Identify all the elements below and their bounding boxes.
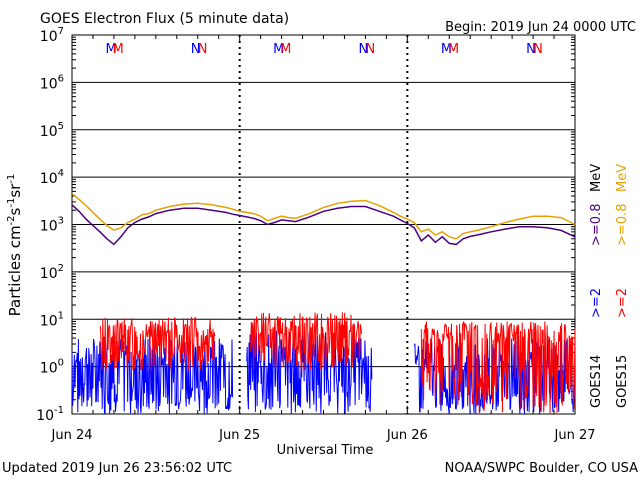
y-tick-labels: 107 106 105 104 103 102 101 100 10-1 [36,26,64,424]
day-marker: N [358,42,368,57]
day-marker: M [441,42,452,57]
day-marker: M [112,42,123,57]
series-line [71,204,576,246]
y-axis-label: Particles cm-2s-1sr-1 [6,174,24,317]
x-tick-labels: Jun 24 Jun 25 Jun 26 Jun 27 [51,428,596,443]
day-marker: N [526,42,536,57]
x-tick-label: Jun 24 [51,428,93,443]
y-tick-label: 103 [40,216,64,235]
day-marker: N [191,42,201,57]
series-line-noisy [99,316,216,371]
day-marker: N [533,42,543,57]
gridlines [72,35,575,414]
y-tick-label: 107 [40,26,64,45]
y-tick-label: 100 [40,358,64,377]
day-marker: M [448,42,459,57]
y-tick-label: 106 [40,73,64,92]
series-line-noisy [420,321,576,414]
legend-goes14-2mev: >=2 [589,288,604,318]
begin-date: Begin: 2019 Jun 24 0000 UTC [445,20,636,35]
series-line [71,193,576,240]
legend: GOES14 GOES15 >=2 >=2 >=0.8 >=0.8 MeV MeV [589,164,630,408]
x-tick-label: Jun 26 [386,428,428,443]
day-marker: M [280,42,291,57]
legend-goes15-08mev: >=0.8 [615,204,630,246]
day-marker: N [198,42,208,57]
legend-goes14-08mev: >=0.8 [589,204,604,246]
series-line-noisy [249,312,362,372]
day-markers: MM NN MM NN MM NN [106,42,543,57]
day-marker: N [365,42,375,57]
y-tick-label: 105 [40,121,64,140]
chart-title: GOES Electron Flux (5 minute data) [40,11,289,27]
legend-unit: MeV [589,164,604,192]
legend-unit: MeV [615,164,630,192]
x-axis-label: Universal Time [277,443,374,458]
y-tick-label: 10-1 [36,405,64,424]
series-lines [71,193,576,415]
day-marker: M [106,42,117,57]
legend-goes15-2mev: >=2 [615,288,630,318]
y-tick-label: 104 [40,168,64,187]
y-tick-label: 102 [40,263,64,282]
legend-goes15: GOES15 [615,355,630,408]
x-tick-label: Jun 27 [554,428,596,443]
series-line-noisy [71,338,234,415]
updated-timestamp: Updated 2019 Jun 26 23:56:02 UTC [2,461,232,476]
source-credit: NOAA/SWPC Boulder, CO USA [445,461,638,476]
series-line-noisy [246,330,373,414]
y-tick-label: 101 [40,310,64,329]
day-marker: M [273,42,284,57]
legend-goes14: GOES14 [589,355,604,408]
x-tick-label: Jun 25 [218,428,260,443]
